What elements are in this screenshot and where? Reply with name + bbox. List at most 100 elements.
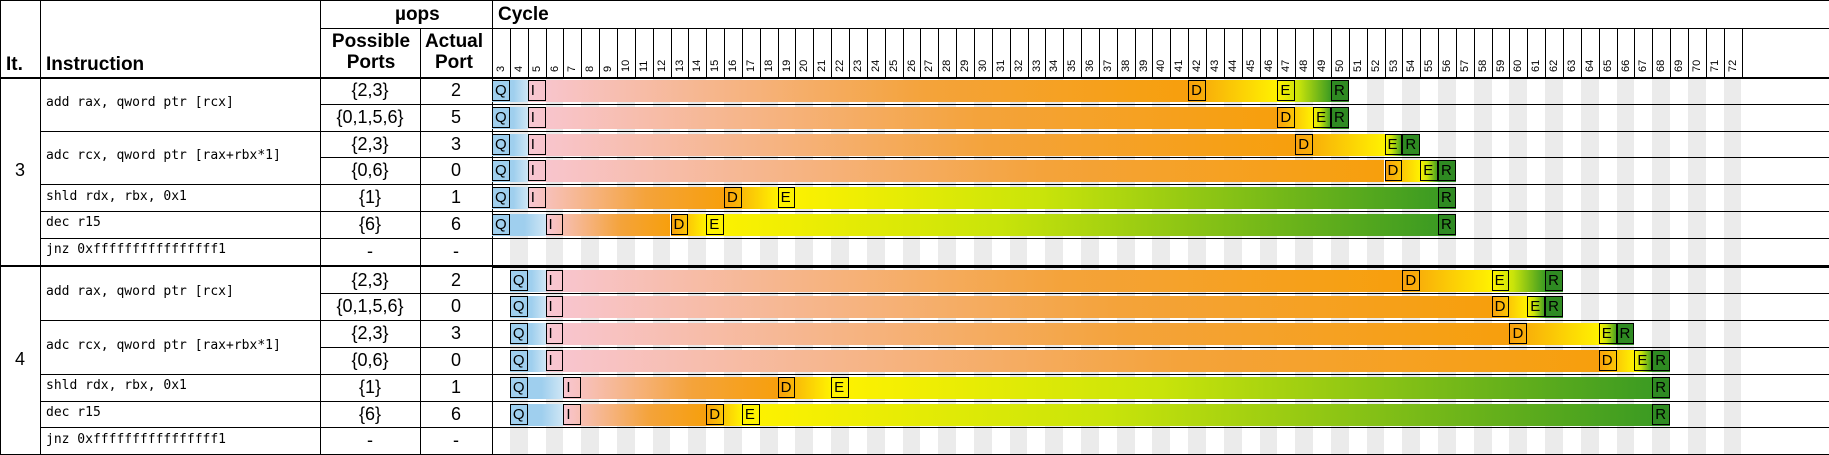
cycle-tick-label: 42	[1191, 59, 1204, 72]
iteration-column-header: It.	[6, 54, 23, 75]
queue-marker: Q	[492, 214, 510, 235]
cycle-tick-label: 54	[1405, 59, 1418, 72]
cycle-tick-label: 17	[744, 59, 757, 72]
timeline-row-divider	[492, 293, 1829, 295]
dispatch-bar	[1402, 269, 1492, 292]
queue-marker: Q	[509, 269, 528, 291]
execute-marker: E	[1420, 160, 1439, 182]
issue-marker: I	[527, 187, 546, 209]
queue-marker: Q	[492, 80, 510, 101]
actual-port: 1	[450, 187, 461, 208]
cycle-tick-label: 14	[691, 59, 704, 72]
cycle-tick-label: 32	[1012, 59, 1025, 72]
retire-marker: R	[1652, 376, 1671, 398]
cycle-tick-label: 67	[1637, 59, 1650, 72]
cycle-tick-divider	[1295, 28, 1297, 77]
cycle-tick-label: 15	[709, 59, 722, 72]
queue-marker: Q	[509, 296, 528, 318]
cycle-tick-divider	[1455, 28, 1457, 77]
instruction-text: add rax, qword ptr [rcx]	[46, 284, 234, 300]
issue-marker: I	[563, 376, 582, 398]
cycle-tick-divider	[581, 28, 583, 77]
cycle-tick-label: 51	[1351, 59, 1364, 72]
uops-header: µops	[395, 4, 440, 25]
possible-ports: {6}	[358, 403, 382, 424]
possible-ports: {0,6}	[351, 160, 389, 181]
cycle-tick-label: 65	[1601, 59, 1614, 72]
queue-marker: Q	[492, 187, 510, 209]
cycle-tick-label: 4	[512, 65, 525, 72]
issue-bar	[563, 403, 707, 426]
cycle-tick-divider	[599, 28, 601, 77]
cycle-tick-divider	[1723, 28, 1725, 77]
retire-marker: R	[1438, 160, 1456, 182]
cycle-tick-divider	[724, 28, 726, 77]
cycle-tick-label: 41	[1173, 59, 1186, 72]
cycle-tick-label: 22	[834, 59, 847, 72]
timeline-row-divider	[492, 103, 1829, 105]
cycle-tick-label: 29	[959, 59, 972, 72]
cycle-tick-label: 10	[619, 59, 632, 72]
timeline-row-divider	[492, 157, 1829, 159]
execute-marker: E	[1598, 323, 1617, 345]
issue-bar	[527, 133, 1296, 156]
possible-ports: {6}	[358, 214, 382, 234]
cycle-tick-divider	[759, 28, 761, 77]
dispatch-marker: D	[706, 403, 725, 425]
issue-marker: I	[527, 80, 546, 101]
cycle-tick-divider	[795, 28, 797, 77]
cycle-tick-divider	[902, 28, 904, 77]
dispatch-marker: D	[1598, 350, 1617, 371]
cycle-tick-label: 9	[602, 65, 615, 72]
cycle-tick-label: 39	[1137, 59, 1150, 72]
timeline-row-divider	[492, 266, 1829, 268]
possible-ports: {1}	[358, 376, 382, 397]
cycle-tick-divider	[1313, 28, 1315, 77]
execute-marker: E	[741, 403, 760, 425]
cycle-tick-divider	[1438, 28, 1440, 77]
dispatch-bar	[1295, 133, 1385, 156]
cycle-tick-divider	[1241, 28, 1243, 77]
cycle-tick-divider	[1009, 28, 1011, 77]
issue-marker: I	[527, 106, 546, 128]
issue-marker: I	[527, 133, 546, 155]
cycle-tick-label: 47	[1280, 59, 1293, 72]
execute-marker: E	[777, 187, 796, 209]
cycle-tick-divider	[777, 28, 779, 77]
cycle-tick-label: 44	[1226, 59, 1239, 72]
cycle-tick-label: 49	[1316, 59, 1329, 72]
dispatch-bar	[1598, 350, 1635, 372]
dispatch-marker: D	[1295, 133, 1314, 155]
issue-marker: I	[545, 296, 564, 318]
cycle-tick-label: 25	[887, 59, 900, 72]
issue-bar	[545, 296, 1492, 319]
col-divider	[40, 0, 41, 455]
execute-marker: E	[1491, 269, 1510, 291]
retire-marker: R	[1330, 106, 1349, 128]
cycle-tick-label: 34	[1048, 59, 1061, 72]
cycle-tick-divider	[1206, 28, 1207, 77]
cycle-tick-divider	[920, 28, 922, 77]
execute-bar	[706, 214, 1439, 236]
timeline-row-divider	[492, 373, 1829, 375]
execute-bar	[831, 376, 1653, 399]
queue-marker: Q	[509, 376, 528, 398]
cycle-tick-divider	[670, 28, 672, 77]
dispatch-bar	[1188, 80, 1278, 102]
cycle-tick-label: 11	[637, 60, 650, 72]
cycle-tick-label: 70	[1690, 59, 1703, 72]
cycle-tick-label: 27	[923, 59, 936, 72]
cycle-tick-divider	[634, 28, 636, 77]
retire-marker: R	[1402, 133, 1421, 155]
cycle-tick-divider	[652, 28, 654, 77]
cycle-tick-divider	[1634, 28, 1636, 77]
iteration-divider	[0, 264, 1829, 267]
cycle-tick-divider	[1652, 28, 1654, 77]
cycle-tick-label: 31	[994, 59, 1007, 72]
possible-ports-header-line2: Ports	[346, 52, 396, 73]
actual-port: 6	[450, 214, 461, 234]
cycle-tick-label: 24	[869, 59, 882, 72]
cycle-tick-divider	[1473, 28, 1475, 77]
issue-marker: I	[545, 214, 564, 235]
timeline-row-divider	[492, 130, 1829, 132]
